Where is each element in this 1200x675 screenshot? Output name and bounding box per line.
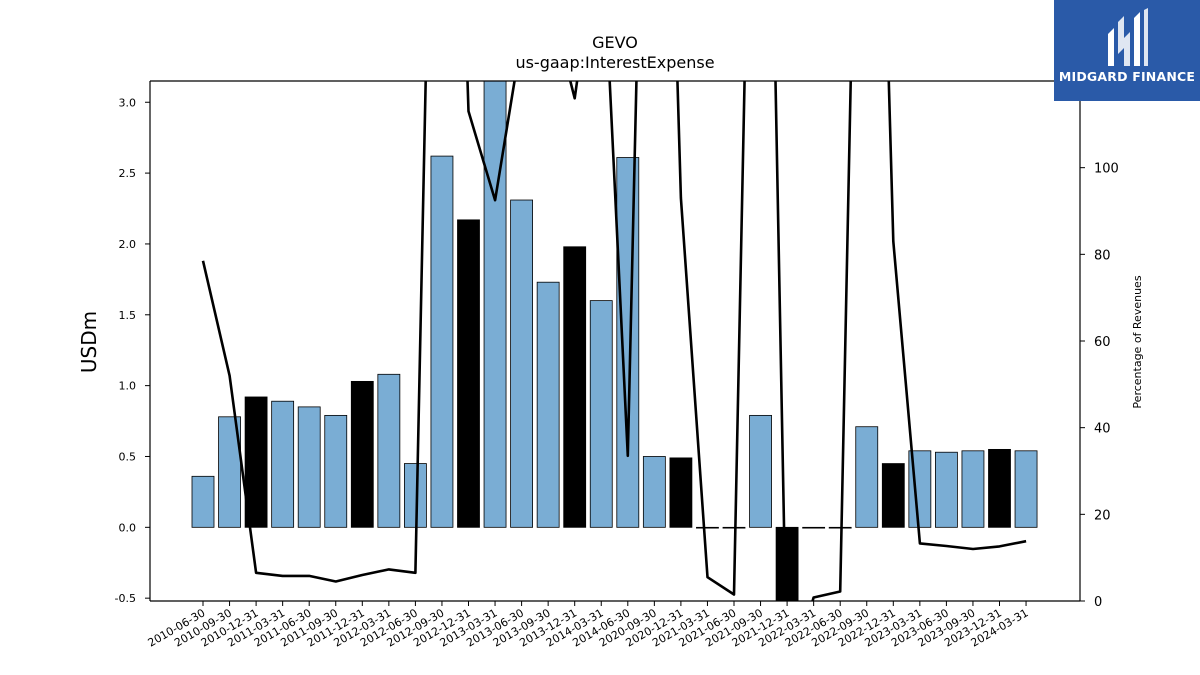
chart-subtitle: us-gaap:InterestExpense bbox=[515, 53, 714, 72]
bar bbox=[536, 281, 560, 528]
bar bbox=[271, 400, 295, 528]
y-tick-label: 2.0 bbox=[119, 238, 137, 251]
y-tick-label: 0.5 bbox=[119, 450, 137, 463]
bar bbox=[669, 457, 693, 528]
bar bbox=[881, 463, 905, 528]
bar bbox=[642, 456, 666, 528]
bar bbox=[430, 155, 454, 528]
bar bbox=[828, 526, 852, 529]
y2-axis-label: Percentage of Revenues bbox=[1131, 275, 1144, 408]
y2-tick-label: 80 bbox=[1094, 248, 1111, 263]
bar bbox=[616, 157, 640, 528]
brand-name: MIDGARD FINANCE bbox=[1058, 69, 1196, 84]
bar bbox=[1014, 450, 1038, 528]
y2-tick-label: 20 bbox=[1094, 508, 1111, 523]
percentage-line bbox=[201, 81, 1027, 601]
y2-tick-label: 40 bbox=[1094, 422, 1111, 437]
bar bbox=[589, 300, 613, 528]
bar bbox=[961, 450, 985, 528]
bar bbox=[457, 219, 480, 528]
bar bbox=[483, 81, 507, 528]
bar bbox=[988, 448, 1011, 528]
bar bbox=[377, 373, 401, 528]
y2-tick-label: 0 bbox=[1094, 595, 1102, 610]
line-series bbox=[201, 81, 1027, 601]
y-tick-label: 3.0 bbox=[119, 96, 137, 109]
bar bbox=[191, 475, 215, 528]
bar bbox=[855, 426, 879, 528]
axes: -0.50.00.51.01.52.02.53.0020406080100201… bbox=[115, 80, 1119, 650]
bar-series bbox=[191, 81, 1038, 601]
bar bbox=[510, 199, 534, 528]
y-tick-label: 1.0 bbox=[119, 380, 137, 393]
bar bbox=[696, 526, 719, 529]
bar bbox=[749, 414, 772, 528]
midgard-logo-icon bbox=[1108, 8, 1148, 66]
y-tick-label: 2.5 bbox=[119, 167, 137, 180]
brand-logo: MIDGARD FINANCE bbox=[1054, 0, 1200, 101]
bar bbox=[218, 416, 241, 528]
y-axis-label: USDm bbox=[77, 311, 101, 373]
bar bbox=[244, 396, 268, 528]
bar bbox=[324, 414, 348, 528]
bar bbox=[350, 380, 374, 528]
y2-tick-label: 60 bbox=[1094, 335, 1111, 350]
y-tick-label: -0.5 bbox=[115, 592, 136, 605]
y-tick-label: 0.0 bbox=[119, 521, 137, 534]
bar bbox=[802, 526, 826, 529]
bar bbox=[297, 406, 321, 528]
y-tick-label: 1.5 bbox=[119, 309, 137, 322]
chart-title: GEVO bbox=[592, 33, 638, 52]
bar bbox=[722, 526, 746, 529]
bar bbox=[563, 246, 587, 528]
y2-tick-label: 100 bbox=[1094, 162, 1119, 177]
bar bbox=[935, 451, 958, 528]
bar bbox=[775, 526, 799, 601]
